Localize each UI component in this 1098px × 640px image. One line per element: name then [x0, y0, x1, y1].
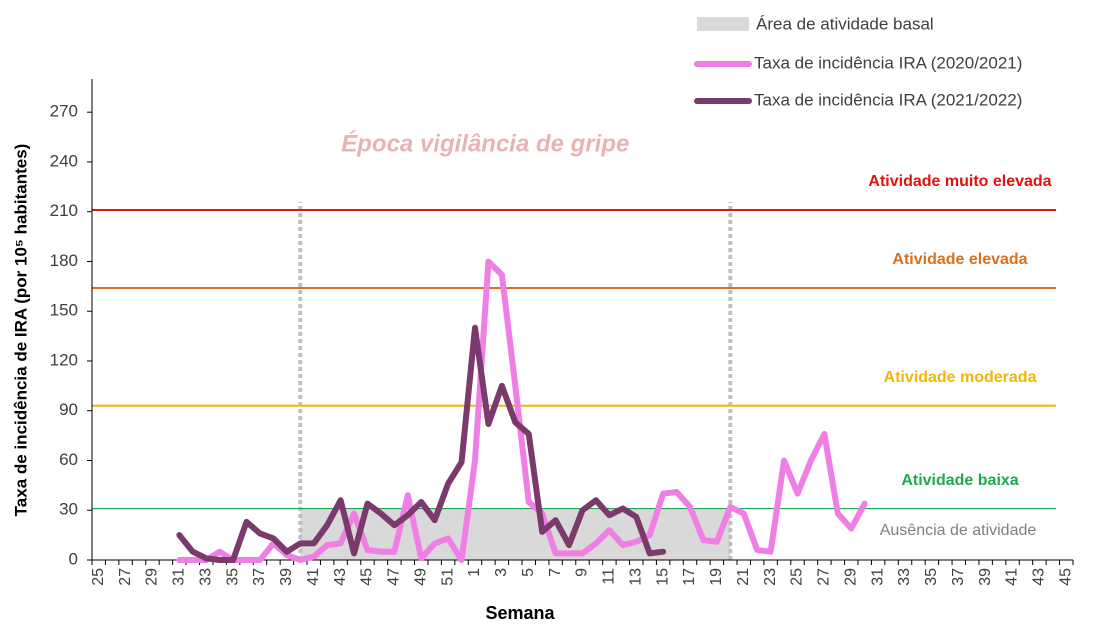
- x-tick-label: 7: [547, 568, 564, 577]
- series-line: [176, 258, 868, 563]
- x-tick-label: 37: [950, 568, 967, 586]
- x-tick-label: 25: [789, 568, 806, 586]
- threshold-label: Atividade muito elevada: [868, 173, 1051, 190]
- x-tick-label: 17: [681, 568, 698, 586]
- x-tick-label: 37: [251, 568, 268, 586]
- x-tick-label: 5: [520, 568, 537, 577]
- x-tick-label: 23: [762, 568, 779, 586]
- x-tick-label: 41: [305, 568, 322, 586]
- x-tick-label: 9: [574, 568, 591, 577]
- x-tick-label: 35: [224, 568, 241, 586]
- x-tick-label: 31: [869, 568, 886, 586]
- x-tick-label: 29: [842, 568, 859, 586]
- y-tick-label: 0: [69, 549, 78, 568]
- x-tick-label: 15: [654, 568, 671, 586]
- series-line: [176, 324, 667, 563]
- x-tick-label: 11: [601, 568, 618, 585]
- legend-label: Área de atividade basal: [756, 14, 934, 33]
- x-tick-label: 27: [117, 568, 134, 586]
- y-tick-label: 270: [50, 102, 78, 121]
- threshold-label: Atividade baixa: [901, 472, 1018, 489]
- x-tick-label: 45: [359, 568, 376, 586]
- x-tick-label: 1: [466, 568, 483, 577]
- x-tick-label: 43: [332, 568, 349, 586]
- x-tick-label: 39: [278, 568, 295, 586]
- threshold-label: Atividade moderada: [884, 369, 1037, 386]
- x-tick-label: 39: [977, 568, 994, 586]
- x-tick-label: 25: [90, 568, 107, 586]
- y-tick-label: 150: [50, 301, 78, 320]
- legend-label: Taxa de incidência IRA (2020/2021): [754, 53, 1022, 72]
- x-tick-label: 33: [197, 568, 214, 586]
- y-tick-label: 120: [50, 350, 78, 369]
- season-annotation: Época vigilância de gripe: [341, 129, 629, 157]
- x-tick-label: 35: [923, 568, 940, 586]
- y-tick-label: 180: [50, 251, 78, 270]
- threshold-label: Atividade elevada: [892, 251, 1027, 268]
- x-tick-label: 49: [412, 568, 429, 586]
- x-tick-label: 3: [493, 568, 510, 577]
- x-tick-label: 29: [144, 568, 161, 586]
- y-tick-label: 30: [59, 500, 78, 519]
- y-tick-label: 60: [59, 450, 78, 469]
- x-tick-label: 21: [735, 568, 752, 586]
- x-tick-label: 43: [1031, 568, 1048, 586]
- x-tick-label: 47: [386, 568, 403, 586]
- x-tick-label: 13: [627, 568, 644, 586]
- x-axis-title: Semana: [485, 603, 555, 623]
- x-tick-label: 27: [816, 568, 833, 586]
- x-tick-label: 19: [708, 568, 725, 586]
- y-axis-title: Taxa de incidência de IRA (por 10⁵ habit…: [11, 144, 30, 517]
- y-tick-label: 90: [59, 400, 78, 419]
- x-tick-label: 41: [1004, 568, 1021, 586]
- legend-swatch: [697, 17, 749, 31]
- y-tick-label: 210: [50, 201, 78, 220]
- legend-label: Taxa de incidência IRA (2021/2022): [754, 90, 1022, 109]
- x-tick-label: 31: [171, 568, 188, 586]
- x-tick-label: 33: [896, 568, 913, 586]
- baseline-note: Ausência de atividade: [880, 522, 1037, 539]
- x-tick-label: 51: [439, 568, 456, 586]
- x-tick-label: 45: [1057, 568, 1074, 586]
- y-tick-label: 240: [50, 151, 78, 170]
